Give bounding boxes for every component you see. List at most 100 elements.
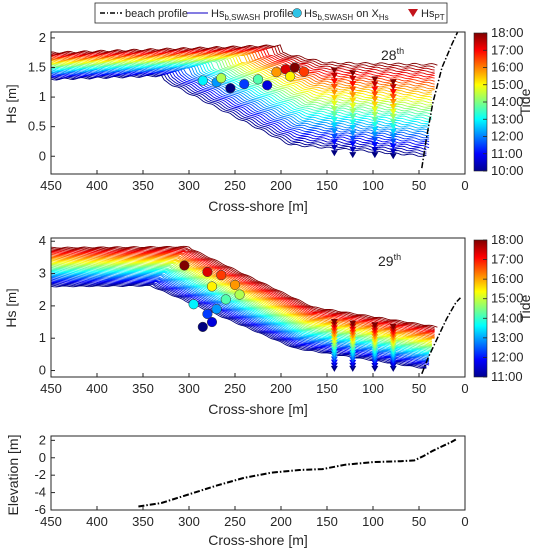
swash-marker	[216, 270, 227, 281]
hs-profile-line	[51, 284, 427, 369]
hs-profile-line	[51, 57, 432, 106]
hs-profile-line	[51, 273, 430, 358]
x-tick-label: 450	[40, 514, 62, 529]
pt-marker	[389, 323, 397, 330]
pt-marker	[349, 332, 357, 339]
colorbar-tick-label: 14:00	[491, 94, 524, 109]
pt-marker	[349, 97, 357, 104]
hs-profile-line	[51, 66, 430, 134]
hs-profile-line	[51, 47, 435, 76]
colorbar-tick-label: 12:00	[491, 129, 524, 144]
pt-marker	[330, 337, 338, 344]
pt-marker	[371, 121, 379, 128]
pt-marker	[330, 84, 338, 91]
swash-marker	[202, 308, 213, 320]
pt-marker	[330, 72, 338, 79]
x-tick-label: 250	[224, 381, 246, 396]
swash-marker	[216, 73, 227, 84]
pt-marker	[349, 335, 357, 342]
x-tick-label: 150	[316, 381, 338, 396]
pt-marker	[349, 113, 357, 120]
pt-marker	[349, 70, 357, 77]
hs-profile-line	[51, 272, 430, 356]
beach-profile-line	[138, 438, 457, 508]
pt-marker	[330, 117, 338, 124]
y-tick-label: 4	[39, 233, 46, 248]
pt-marker	[371, 147, 379, 154]
pt-marker	[389, 89, 397, 96]
hs-profile-line	[51, 44, 438, 66]
swash-marker	[262, 80, 273, 91]
pt-marker	[349, 146, 357, 153]
swash-marker	[234, 289, 245, 300]
y-axis-label: Elevation [m]	[5, 435, 21, 516]
hs-profile-line	[51, 65, 430, 129]
hs-profile-line	[51, 248, 435, 331]
swash-marker	[197, 75, 208, 86]
x-tick-label: 150	[316, 514, 338, 529]
pt-marker	[389, 99, 397, 106]
pt-marker	[371, 76, 379, 83]
y-tick-label: -4	[34, 485, 46, 500]
pt-marker	[371, 116, 379, 123]
pt-marker	[349, 103, 357, 110]
swash-marker	[202, 266, 213, 277]
panel-elevation: Cross-shore [m] Elevation [m] 450 400 350 3…	[5, 432, 469, 548]
pt-marker	[371, 91, 379, 98]
colorbar-tick-label: 11:00	[491, 146, 523, 161]
x-tick-label: 400	[86, 178, 108, 193]
x-tick-label: 350	[132, 178, 154, 193]
pt-marker	[330, 122, 338, 129]
hs-profile-line	[51, 249, 435, 332]
pt-marker	[371, 152, 379, 159]
hs-profile-line	[51, 253, 435, 337]
x-tick-label: 200	[270, 381, 292, 396]
hs-profile-line	[51, 56, 432, 104]
colorbar-tick-label: 16:00	[491, 271, 524, 286]
y-tick-label: 2	[39, 432, 46, 447]
swash-marker	[211, 304, 222, 315]
colorbar-tick-label: 17:00	[491, 252, 524, 267]
hs-profile-line	[51, 266, 433, 351]
x-tick-label: 300	[178, 178, 200, 193]
pt-marker	[389, 148, 397, 155]
colorbar-tick-label: 16:00	[491, 60, 524, 75]
pt-marker	[330, 344, 338, 351]
x-tick-label: 450	[40, 178, 62, 193]
y-tick-label: 0	[39, 363, 46, 378]
pt-marker	[349, 362, 357, 369]
hs-profile-line	[51, 55, 433, 101]
x-tick-label: 200	[270, 514, 292, 529]
pt-marker	[371, 106, 379, 113]
x-tick-label: 400	[86, 514, 108, 529]
x-tick-label: 100	[362, 381, 384, 396]
swash-marker	[285, 71, 296, 82]
y-tick-label: 0.5	[28, 119, 46, 134]
hs-profile-line	[51, 282, 427, 368]
x-tick-label: 100	[362, 178, 384, 193]
x-tick-label: 150	[316, 178, 338, 193]
pt-marker	[349, 320, 357, 327]
hs-profile-line	[51, 274, 430, 359]
y-tick-label: 0	[39, 148, 46, 163]
hs-profile-line	[51, 65, 430, 132]
x-tick-label: 300	[178, 514, 200, 529]
hs-profile-line	[51, 72, 427, 151]
legend-swash-swatch	[292, 8, 302, 18]
colorbar-tick-label: 11:00	[491, 369, 523, 384]
colorbar-tick-label: 18:00	[491, 25, 524, 40]
y-tick-label: 1	[39, 89, 46, 104]
x-tick-label: 350	[132, 514, 154, 529]
pt-marker	[389, 113, 397, 120]
hs-profile-line	[51, 252, 435, 335]
beach-profile-line	[421, 297, 461, 375]
pt-marker	[349, 350, 357, 357]
pt-marker	[349, 326, 357, 333]
swash-marker	[298, 66, 310, 77]
x-tick-label: 400	[86, 381, 108, 396]
swash-marker	[220, 294, 231, 305]
colorbar-gradient	[473, 239, 488, 378]
colorbar: 18:00 17:00 16:00 15:00 14:00 13:00 12:00 11:00…	[473, 25, 533, 178]
swash-marker	[179, 260, 190, 271]
hs-profile-line	[51, 270, 430, 354]
